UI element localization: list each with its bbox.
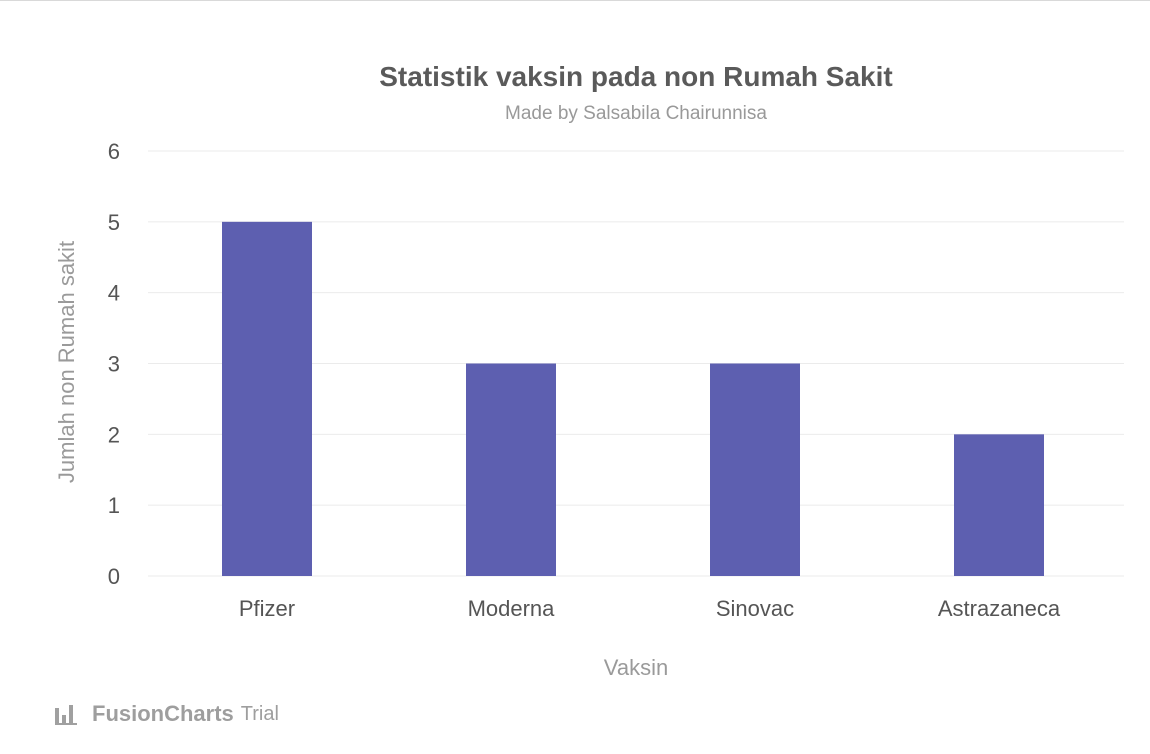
bars bbox=[222, 221, 1044, 577]
x-tick-label: Astrazaneca bbox=[938, 596, 1061, 621]
y-tick-label: 3 bbox=[108, 352, 120, 377]
x-tick-label: Moderna bbox=[468, 596, 556, 621]
bar-sinovac[interactable] bbox=[710, 363, 800, 577]
bar-pfizer[interactable] bbox=[222, 221, 312, 577]
y-tick-label: 0 bbox=[108, 564, 120, 589]
bar-astrazaneca[interactable] bbox=[954, 434, 1044, 576]
y-tick-label: 6 bbox=[108, 139, 120, 164]
x-tick-label: Sinovac bbox=[716, 596, 794, 621]
y-tick-label: 1 bbox=[108, 493, 120, 518]
bar-moderna[interactable] bbox=[466, 363, 556, 577]
x-axis-title: Vaksin bbox=[604, 655, 668, 680]
top-border-line bbox=[0, 0, 1150, 1]
y-tick-label: 5 bbox=[108, 210, 120, 235]
fusioncharts-watermark[interactable]: FusionCharts Trial bbox=[54, 700, 279, 728]
x-tick-label: Pfizer bbox=[239, 596, 295, 621]
watermark-suffix: Trial bbox=[240, 702, 279, 725]
y-tick-label: 4 bbox=[108, 281, 120, 306]
chart-title: Statistik vaksin pada non Rumah Sakit bbox=[379, 61, 892, 92]
watermark-brand: FusionCharts bbox=[92, 701, 234, 726]
y-axis-title: Jumlah non Rumah sakit bbox=[54, 241, 79, 483]
x-axis-ticks: Pfizer Moderna Sinovac Astrazaneca bbox=[239, 596, 1061, 621]
bar-chart-icon bbox=[55, 705, 77, 725]
y-tick-label: 2 bbox=[108, 422, 120, 447]
y-axis-ticks: 0 1 2 3 4 5 6 bbox=[108, 139, 120, 589]
chart-subtitle: Made by Salsabila Chairunnisa bbox=[505, 103, 767, 124]
